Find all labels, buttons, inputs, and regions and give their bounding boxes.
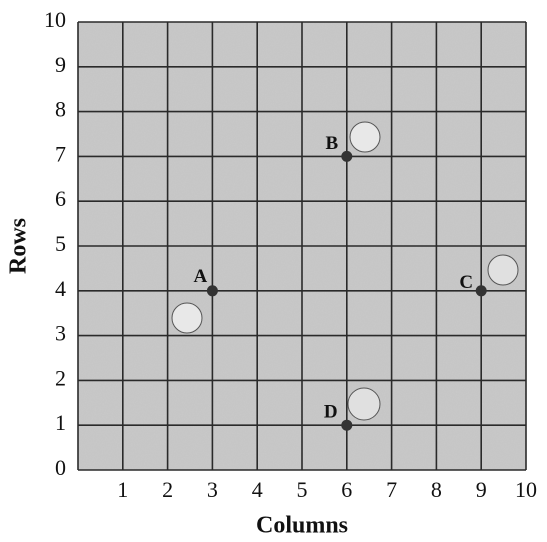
face bbox=[347, 387, 381, 421]
faces bbox=[171, 121, 519, 421]
y-axis-title: Rows bbox=[6, 218, 32, 274]
y-tick-label: 6 bbox=[55, 186, 66, 211]
x-tick-label: 7 bbox=[386, 477, 397, 502]
x-tick-label: 6 bbox=[341, 477, 352, 502]
x-tick-label: 9 bbox=[476, 477, 487, 502]
x-tick-label: 8 bbox=[431, 477, 442, 502]
point bbox=[475, 285, 487, 297]
x-axis-title: Columns bbox=[256, 513, 348, 539]
y-tick-label: 4 bbox=[55, 276, 66, 301]
point-label: D bbox=[324, 402, 338, 423]
x-tick-label: 10 bbox=[515, 477, 537, 502]
face bbox=[171, 302, 203, 334]
y-tick-label: 2 bbox=[55, 365, 66, 390]
point-label: B bbox=[325, 133, 338, 154]
point-label: C bbox=[459, 272, 473, 293]
y-tick-label: 10 bbox=[44, 7, 66, 32]
point bbox=[341, 150, 353, 162]
point-label: A bbox=[194, 266, 208, 287]
y-tick-label: 7 bbox=[55, 141, 66, 166]
y-tick-label: 5 bbox=[55, 231, 66, 256]
y-tick-label: 1 bbox=[55, 410, 66, 435]
point bbox=[206, 285, 218, 297]
x-tick-label: 1 bbox=[117, 477, 128, 502]
y-tick-label: 8 bbox=[55, 97, 66, 122]
y-tick-label: 3 bbox=[55, 321, 66, 346]
y-tick-label: 0 bbox=[55, 455, 66, 480]
face bbox=[349, 121, 381, 153]
x-tick-label: 5 bbox=[297, 477, 308, 502]
y-tick-label: 9 bbox=[55, 52, 66, 77]
x-tick-label: 4 bbox=[252, 477, 263, 502]
point bbox=[341, 419, 353, 431]
x-tick-label: 2 bbox=[162, 477, 173, 502]
x-tick-label: 3 bbox=[207, 477, 218, 502]
face bbox=[487, 254, 519, 286]
